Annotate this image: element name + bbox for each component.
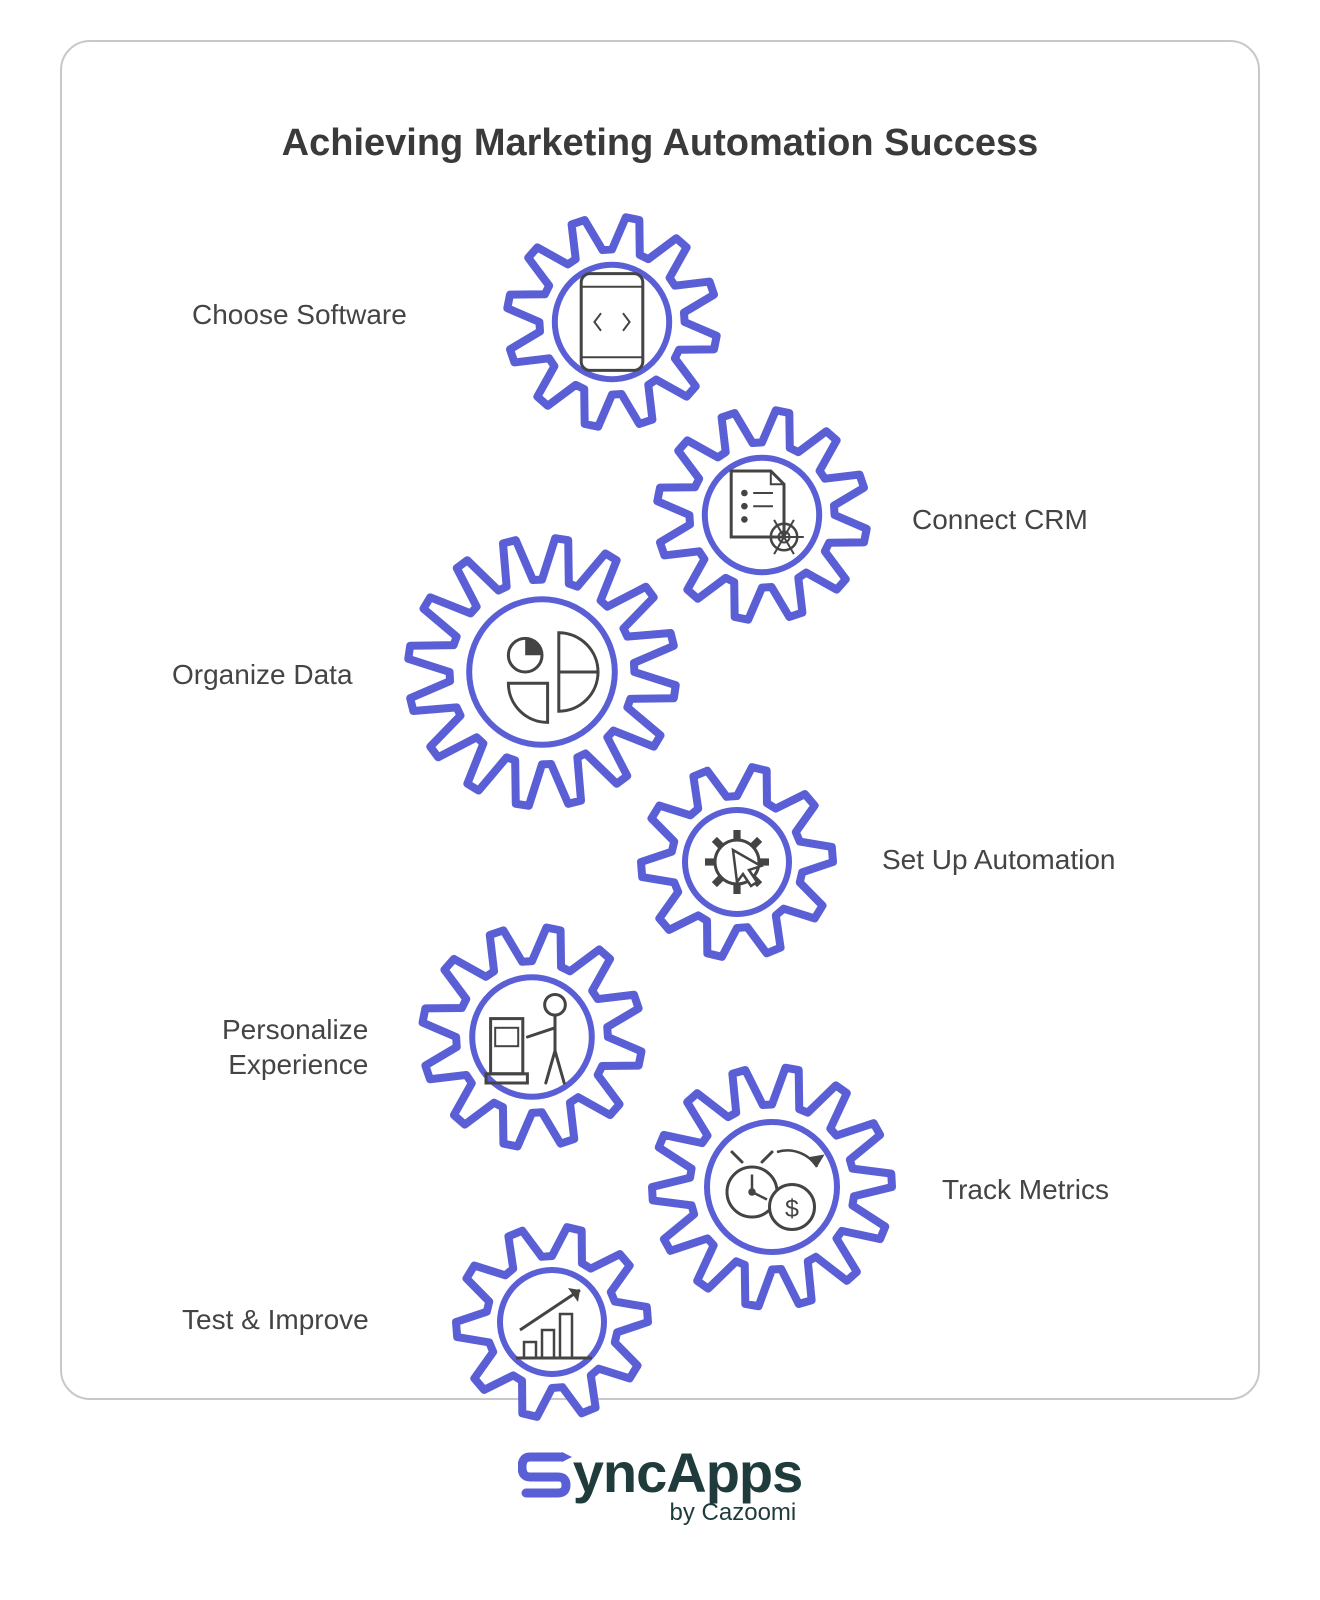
logo-s-icon	[518, 1447, 573, 1502]
label-set-automation: Set Up Automation	[882, 842, 1115, 877]
svg-text:$: $	[785, 1195, 799, 1223]
gear-set-automation	[637, 762, 837, 962]
gear-personalize	[417, 922, 647, 1152]
gear-connect-crm	[652, 405, 872, 625]
gear-test-improve	[452, 1222, 652, 1422]
gear-track-metrics: $	[647, 1062, 897, 1312]
page-title: Achieving Marketing Automation Success	[62, 122, 1258, 165]
gear-choose-software	[502, 212, 722, 432]
logo-text: yncApps	[573, 1441, 803, 1504]
label-track-metrics: Track Metrics	[942, 1172, 1109, 1207]
label-test-improve: Test & Improve	[182, 1302, 369, 1337]
label-organize-data: Organize Data	[172, 657, 353, 692]
label-connect-crm: Connect CRM	[912, 502, 1088, 537]
brand-logo: yncApps by Cazoomi	[0, 1440, 1320, 1527]
label-personalize: PersonalizeExperience	[222, 1012, 368, 1082]
infographic-frame: Achieving Marketing Automation Success C…	[60, 40, 1260, 1400]
label-choose-software: Choose Software	[192, 297, 407, 332]
gear-cursor-icon	[705, 830, 769, 894]
